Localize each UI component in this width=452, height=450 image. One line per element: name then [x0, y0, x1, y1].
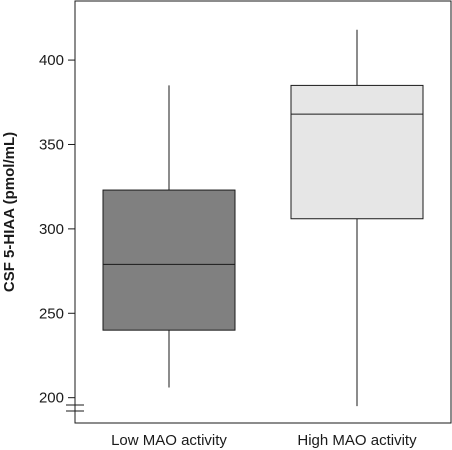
plot-frame [74, 0, 452, 424]
y-tick-label: 300 [39, 221, 64, 238]
box-body [102, 189, 236, 331]
y-tick-label: 400 [39, 52, 64, 69]
x-category-label: Low MAO activity [111, 432, 227, 449]
x-category-label: High MAO activity [297, 432, 417, 449]
y-tick-label: 350 [39, 136, 64, 153]
boxes-group: Low MAO activity High MAO activity [102, 29, 424, 449]
box-low-mao: Low MAO activity [102, 85, 236, 449]
y-axis: 200 250 300 350 400 [39, 52, 75, 407]
y-axis-title: CSF 5-HIAA (pmol/mL) [1, 132, 18, 292]
y-tick-label: 200 [39, 390, 64, 407]
axis-break-mark [66, 404, 84, 412]
y-tick-label: 250 [39, 305, 64, 322]
box-high-mao: High MAO activity [290, 29, 424, 449]
box-body [290, 84, 424, 220]
